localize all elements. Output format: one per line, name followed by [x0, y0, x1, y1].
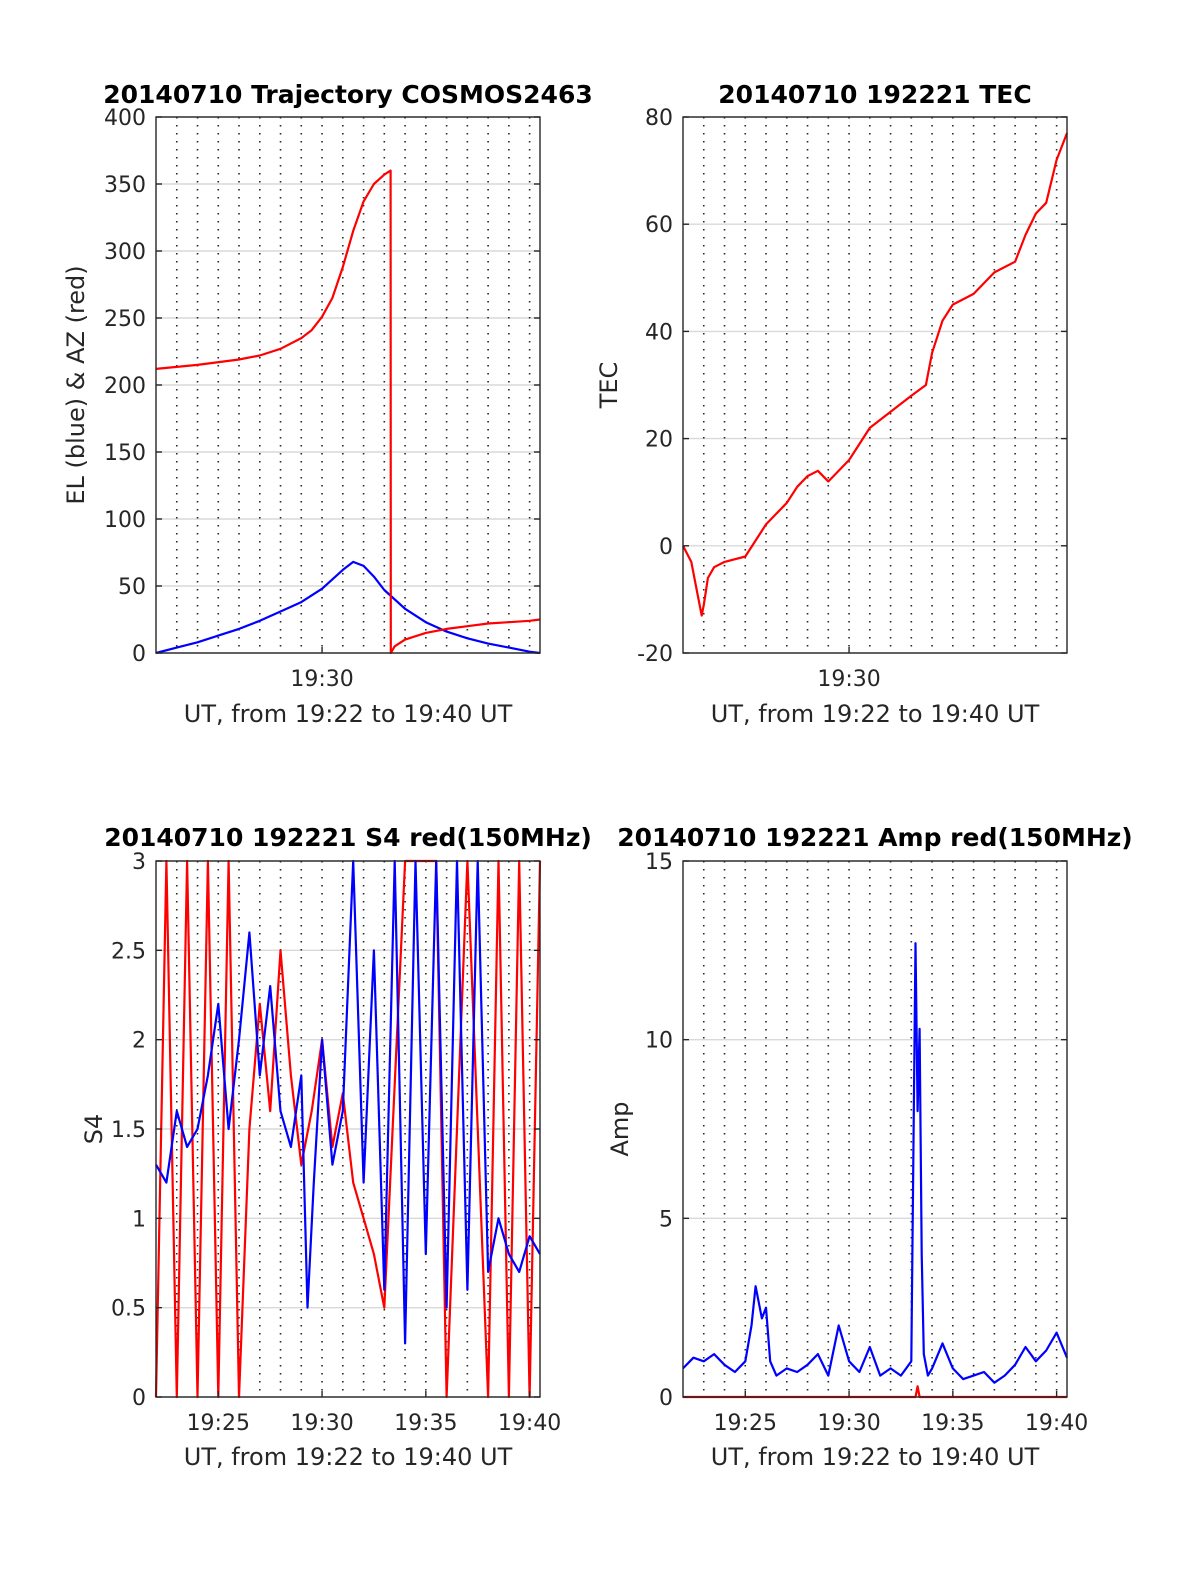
panel-amp-title: 20140710 192221 Amp red(150MHz) — [617, 823, 1133, 852]
panel-tec-ylabel: TEC — [595, 362, 623, 410]
traj-plot-area: 0 50 100 150 200 250 300 350 400 19:30 — [104, 106, 541, 692]
amp-ytick-label: 0 — [659, 1386, 673, 1411]
s4-ytick-label: 1 — [132, 1207, 146, 1232]
panel-tec-xlabel: UT, from 19:22 to 19:40 UT — [711, 700, 1040, 728]
traj-ytick-label: 200 — [104, 374, 146, 399]
tec-xtick-label: 19:30 — [817, 667, 880, 692]
panel-s4-title: 20140710 192221 S4 red(150MHz) — [104, 823, 592, 852]
amp-ytick-label: 15 — [645, 850, 673, 875]
panel-trajectory-title: 20140710 Trajectory COSMOS2463 — [103, 80, 593, 109]
tec-ytick-label: 40 — [645, 320, 673, 345]
panel-trajectory-xlabel: UT, from 19:22 to 19:40 UT — [184, 700, 513, 728]
s4-ytick-label: 2 — [132, 1029, 146, 1054]
amp-ytick-label: 5 — [659, 1207, 673, 1232]
s4-xtick-label: 19:25 — [187, 1411, 250, 1436]
traj-ytick-label: 0 — [132, 642, 146, 667]
s4-ytick-label: 3 — [132, 850, 146, 875]
amp-ytick-label: 10 — [645, 1029, 673, 1054]
amp-axes-frame — [682, 860, 1068, 1398]
traj-ytick-label: 250 — [104, 307, 146, 332]
tec-ytick-label: 60 — [645, 213, 673, 238]
panel-trajectory-ylabel: EL (blue) & AZ (red) — [62, 265, 90, 504]
s4-xtick-label: 19:35 — [394, 1411, 457, 1436]
s4-xtick-label: 19:40 — [498, 1411, 561, 1436]
amp-xtick-label: 19:35 — [921, 1411, 984, 1436]
panel-s4: 0 0.5 1 1.5 2 2.5 3 19:25 19:30 19:35 19:40 201407… — [80, 823, 592, 1471]
panel-tec: -20 0 20 40 60 80 19:30 20140710 192221 TEC UT… — [595, 80, 1069, 728]
tec-ytick-label: 20 — [645, 428, 673, 453]
panel-amp-ylabel: Amp — [606, 1101, 634, 1156]
panel-amp-xlabel: UT, from 19:22 to 19:40 UT — [711, 1443, 1040, 1471]
traj-ytick-label: 400 — [104, 106, 146, 131]
panel-amp: 0 5 10 15 19:25 19:30 19:35 19:40 20140710 1922… — [606, 823, 1133, 1471]
traj-ytick-label: 350 — [104, 173, 146, 198]
traj-ytick-label: 150 — [104, 441, 146, 466]
s4-ytick-label: 2.5 — [111, 939, 146, 964]
amp-series-1 — [682, 942, 1069, 1384]
traj-series-1 — [155, 169, 541, 655]
s4-ytick-label: 1.5 — [111, 1118, 146, 1143]
traj-xtick-label: 19:30 — [290, 667, 353, 692]
panel-s4-ylabel: S4 — [80, 1114, 108, 1145]
tec-ytick-label: -20 — [637, 642, 673, 667]
tec-axes-frame — [682, 116, 1068, 654]
amp-xtick-label: 19:25 — [714, 1411, 777, 1436]
s4-plot-area: 0 0.5 1 1.5 2 2.5 3 19:25 19:30 19:35 19:40 — [111, 850, 561, 1436]
amp-plot-area: 0 5 10 15 19:25 19:30 19:35 19:40 — [645, 850, 1088, 1436]
tec-ytick-label: 0 — [659, 535, 673, 560]
tec-plot-area: -20 0 20 40 60 80 19:30 — [637, 106, 1069, 692]
tec-ytick-label: 80 — [645, 106, 673, 131]
traj-ytick-label: 100 — [104, 508, 146, 533]
panel-tec-title: 20140710 192221 TEC — [718, 80, 1031, 109]
panel-trajectory: 0 50 100 150 200 250 300 350 400 19:30 20140710 T… — [62, 80, 593, 728]
panel-s4-xlabel: UT, from 19:22 to 19:40 UT — [184, 1443, 513, 1471]
amp-xtick-label: 19:30 — [817, 1411, 880, 1436]
s4-series-1 — [155, 859, 541, 1345]
s4-ytick-label: 0.5 — [111, 1297, 146, 1322]
traj-ytick-label: 300 — [104, 240, 146, 265]
s4-ytick-label: 0 — [132, 1386, 146, 1411]
tec-series-0 — [682, 132, 1069, 617]
traj-series-0 — [155, 560, 541, 655]
s4-xtick-label: 19:30 — [290, 1411, 353, 1436]
amp-xtick-label: 19:40 — [1025, 1411, 1088, 1436]
traj-ytick-label: 50 — [118, 575, 146, 600]
